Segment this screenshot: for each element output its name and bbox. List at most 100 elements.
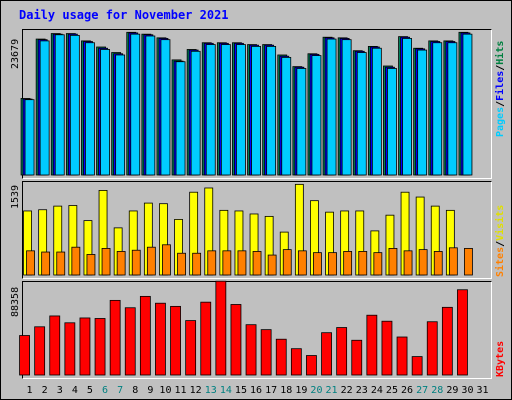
- day-label-20: 20: [310, 385, 322, 396]
- day-label-31: 31: [477, 385, 489, 396]
- bar-pages-6: [100, 49, 110, 176]
- day-label-4: 4: [72, 385, 78, 396]
- bar-sites-23: [358, 251, 368, 276]
- day-label-6: 6: [102, 385, 108, 396]
- bar-pages-2: [39, 40, 50, 176]
- bar-pages-11: [175, 61, 186, 176]
- bar-kbytes-15: [230, 304, 242, 376]
- bar-kbytes-4: [64, 322, 76, 376]
- bar-sites-1: [26, 250, 35, 276]
- bar-pages-13: [205, 44, 216, 176]
- bar-kbytes-19: [290, 348, 302, 376]
- day-label-17: 17: [265, 385, 277, 396]
- bar-pages-19: [296, 68, 307, 176]
- day-label-23: 23: [356, 385, 368, 396]
- bar-sites-24: [373, 252, 383, 276]
- bar-sites-19: [297, 250, 307, 276]
- bar-kbytes-12: [185, 320, 197, 376]
- day-label-3: 3: [57, 385, 63, 396]
- day-label-27: 27: [416, 385, 428, 396]
- bar-pages-9: [145, 35, 156, 176]
- bar-pages-4: [69, 34, 80, 176]
- bar-sites-15: [237, 250, 247, 276]
- bar-pages-24: [371, 47, 382, 176]
- bar-kbytes-2: [34, 326, 46, 376]
- bar-sites-3: [56, 251, 66, 276]
- day-label-29: 29: [446, 385, 458, 396]
- bar-kbytes-18: [275, 338, 287, 376]
- bar-pages-5: [85, 42, 95, 176]
- day-label-25: 25: [386, 385, 398, 396]
- bar-pages-20: [311, 55, 322, 176]
- bar-pages-25: [387, 68, 397, 176]
- bar-kbytes-29: [441, 306, 453, 376]
- bar-kbytes-21: [321, 332, 332, 376]
- day-label-1: 1: [27, 385, 33, 396]
- bar-sites-26: [403, 250, 413, 276]
- bar-pages-7: [115, 54, 126, 176]
- bar-kbytes-10: [155, 302, 166, 376]
- bar-kbytes-23: [351, 339, 363, 376]
- bar-pages-17: [266, 46, 277, 176]
- bar-pages-14: [220, 44, 231, 176]
- bar-pages-12: [190, 50, 201, 176]
- bar-pages-3: [54, 34, 65, 176]
- bar-pages-10: [160, 39, 171, 176]
- bar-pages-1: [24, 99, 35, 176]
- bar-kbytes-20: [306, 355, 317, 376]
- bar-sites-8: [131, 249, 141, 276]
- day-label-9: 9: [147, 385, 153, 396]
- day-label-7: 7: [117, 385, 123, 396]
- bar-kbytes-16: [245, 324, 257, 376]
- bar-sites-4: [71, 246, 81, 276]
- day-label-24: 24: [371, 385, 383, 396]
- day-label-13: 13: [205, 385, 217, 396]
- bar-sites-21: [328, 252, 337, 276]
- bar-sites-29: [448, 247, 458, 276]
- day-label-16: 16: [250, 385, 262, 396]
- bar-kbytes-3: [49, 315, 61, 376]
- bar-pages-28: [432, 42, 443, 176]
- bar-kbytes-5: [79, 317, 91, 376]
- bar-sites-9: [146, 246, 156, 276]
- bar-sites-25: [388, 248, 398, 276]
- day-label-19: 19: [295, 385, 307, 396]
- bar-kbytes-30: [457, 289, 468, 376]
- bar-kbytes-27: [411, 356, 423, 376]
- bar-sites-20: [313, 252, 322, 276]
- bar-kbytes-9: [139, 295, 151, 376]
- bar-pages-23: [356, 52, 367, 176]
- chart-title: Daily usage for November 2021: [19, 8, 229, 22]
- day-label-12: 12: [190, 385, 202, 396]
- bar-sites-28: [433, 251, 443, 276]
- bar-kbytes-28: [426, 321, 438, 376]
- bar-sites-30: [464, 248, 473, 276]
- bar-kbytes-8: [124, 307, 136, 376]
- bar-pages-21: [326, 38, 337, 176]
- bar-sites-13: [207, 250, 217, 276]
- day-label-15: 15: [235, 385, 247, 396]
- bar-sites-22: [343, 251, 353, 276]
- bar-sites-18: [282, 249, 292, 276]
- bar-pages-8: [130, 33, 141, 176]
- bar-sites-12: [192, 252, 202, 276]
- bar-pages-29: [447, 42, 458, 176]
- bar-kbytes-13: [200, 301, 212, 376]
- bar-pages-15: [236, 44, 246, 176]
- bar-sites-14: [222, 250, 232, 276]
- bar-pages-30: [462, 33, 473, 176]
- bar-kbytes-7: [109, 299, 121, 376]
- bar-pages-16: [251, 46, 261, 176]
- day-label-10: 10: [159, 385, 171, 396]
- day-label-2: 2: [42, 385, 48, 396]
- bar-pages-27: [417, 49, 428, 176]
- bar-kbytes-1: [19, 335, 30, 376]
- day-label-28: 28: [431, 385, 443, 396]
- bar-sites-5: [86, 254, 96, 276]
- day-label-18: 18: [280, 385, 292, 396]
- bar-kbytes-22: [336, 327, 348, 376]
- bar-kbytes-14: [215, 280, 227, 376]
- day-label-11: 11: [175, 385, 187, 396]
- bar-sites-11: [177, 252, 186, 276]
- bar-pages-26: [402, 38, 412, 176]
